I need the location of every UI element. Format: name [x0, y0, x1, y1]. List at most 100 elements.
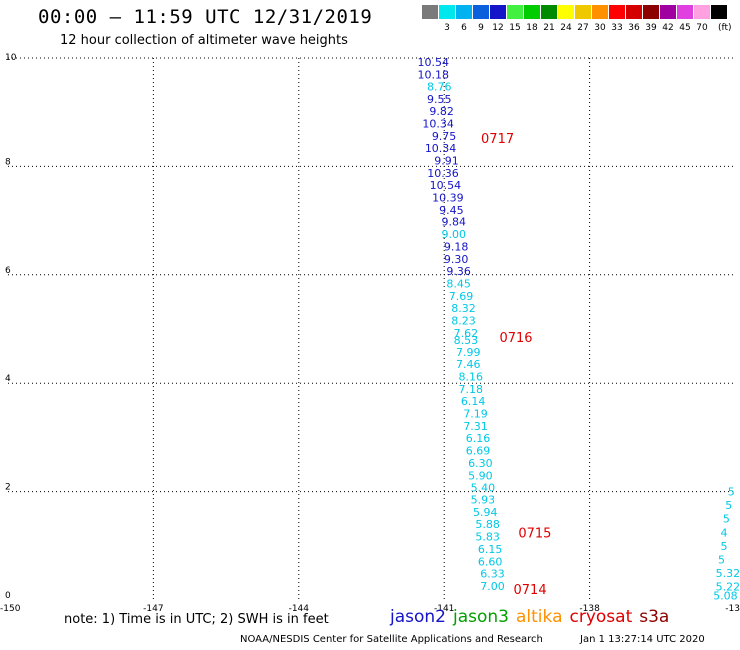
x-tick-label: -141	[434, 604, 454, 614]
y-tick-label: 2	[5, 483, 11, 493]
swh-point-label: 5.94	[473, 506, 498, 519]
swh-point-label: 8.76	[427, 81, 452, 94]
legend-swatch	[575, 5, 591, 19]
swh-point-label: 10.34	[425, 142, 457, 155]
satellite-name: altika	[516, 607, 563, 627]
swh-point-label: 9.45	[439, 204, 464, 217]
swh-point-label: 5.88	[475, 518, 500, 531]
swh-point-label: 9.75	[432, 130, 457, 143]
legend-swatch-label: 45	[679, 23, 691, 33]
swh-point-label: 5.93	[471, 494, 496, 507]
swh-data-points: 10.5410.188.769.559.8210.349.7510.349.91…	[418, 56, 505, 593]
swh-point-label: 7.62	[454, 327, 479, 340]
pass-time-label: 0715	[518, 526, 551, 541]
legend-swatch	[694, 5, 710, 19]
satellite-name: cryosat	[569, 607, 633, 627]
legend-swatch-label: 70	[696, 23, 708, 33]
swh-point-label: 10.54	[418, 56, 450, 69]
legend-swatch	[541, 5, 557, 19]
swh-point-label: 7.46	[456, 358, 481, 371]
swh-point-label: 9.84	[442, 216, 467, 229]
legend-swatch	[473, 5, 489, 19]
swh-point-label: 7.19	[463, 408, 488, 421]
chart-subtitle: 12 hour collection of altimeter wave hei…	[60, 33, 348, 48]
legend-swatch	[524, 5, 540, 19]
x-tick-labels: -150 -147 -144 -141 -138 -13	[0, 604, 740, 614]
swh-point-label: 10.34	[422, 118, 454, 131]
satellite-legend: jason2 jason3 altika cryosat s3a	[390, 607, 676, 627]
satellite-name: jason3	[453, 607, 509, 627]
edge-point-label: 4	[720, 526, 727, 539]
swh-point-label: 10.36	[427, 167, 459, 180]
swh-point-label: 8.45	[446, 277, 471, 290]
x-tick-label: -138	[579, 604, 600, 614]
swh-point-label: 6.14	[461, 395, 486, 408]
swh-point-label: 7.69	[449, 290, 474, 303]
swh-point-label: 6.15	[478, 543, 503, 556]
legend-swatch-label: 30	[594, 23, 606, 33]
y-tick-label: 8	[5, 157, 11, 167]
edge-point-label: 5.22	[716, 580, 740, 593]
swh-point-label: 6.69	[466, 444, 491, 457]
swh-point-label: 9.55	[427, 93, 452, 106]
edge-point-label: 5	[725, 499, 732, 512]
edge-point-label: 5	[723, 513, 730, 526]
swh-point-label: 6.33	[480, 567, 505, 580]
legend-swatch-label: 33	[611, 23, 623, 33]
legend-swatch-label: 39	[645, 23, 657, 33]
x-tick-label: -150	[0, 604, 21, 614]
legend-swatch-label: 6	[461, 23, 467, 33]
swh-point-label: 6.60	[478, 556, 503, 569]
edge-point-label: 5	[720, 540, 727, 553]
swh-point-label: 8.32	[451, 302, 476, 315]
pass-time-label: 0716	[499, 331, 532, 346]
x-tick-label: -147	[143, 604, 163, 614]
swh-point-label: 7.00	[480, 580, 505, 593]
swh-point-label: 9.18	[444, 241, 469, 254]
legend-swatch	[490, 5, 506, 19]
pass-time-label: 0717	[481, 132, 514, 147]
legend-swatch-label: 36	[628, 23, 640, 33]
legend-swatch-label: 27	[577, 23, 589, 33]
x-tick-label: -13	[725, 604, 740, 614]
edge-point-label: 5.32	[716, 567, 740, 580]
legend-swatch-label: 3	[444, 23, 450, 33]
swh-point-label: 7.18	[458, 383, 483, 396]
pass-time-labels: 0717 0716 0715 0714	[481, 132, 551, 598]
legend-unit: (ft)	[718, 23, 732, 33]
legend-swatch	[643, 5, 659, 19]
swh-point-label: 9.00	[442, 228, 467, 241]
legend-swatch-label: 15	[509, 23, 521, 33]
units-note: note: 1) Time is in UTC; 2) SWH is in fe…	[64, 612, 329, 627]
legend-swatch	[660, 5, 676, 19]
edge-point-label: 5.08	[713, 590, 738, 603]
y-tick-label: 0	[5, 591, 11, 601]
legend-swatch-label: 42	[662, 23, 674, 33]
swh-point-label: 5.90	[468, 469, 493, 482]
legend-swatch	[677, 5, 693, 19]
swh-point-label: 8.16	[458, 371, 483, 384]
swh-point-label: 10.54	[430, 179, 462, 192]
legend-swatch	[507, 5, 523, 19]
y-tick-labels: 0 2 4 6 8 10	[5, 53, 17, 601]
x-tick-label: -144	[289, 604, 310, 614]
swh-point-label: 10.18	[418, 68, 450, 81]
legend-swatch-label: 12	[492, 23, 504, 33]
swh-point-label: 9.30	[444, 253, 469, 266]
satellite-name: s3a	[639, 607, 670, 627]
grid-lines	[8, 57, 735, 600]
y-tick-label: 6	[5, 266, 11, 276]
legend-swatch	[422, 5, 438, 19]
swh-point-label: 8.23	[451, 314, 476, 327]
credit-line: NOAA/NESDIS Center for Satellite Applica…	[240, 634, 543, 645]
swh-point-label: 6.30	[468, 457, 493, 470]
edge-point-label: 5	[718, 553, 725, 566]
legend-swatch	[592, 5, 608, 19]
legend-swatch-label: 18	[526, 23, 538, 33]
swh-point-label: 5.83	[475, 531, 500, 544]
legend-swatch	[609, 5, 625, 19]
swh-point-label: 9.91	[434, 154, 459, 167]
